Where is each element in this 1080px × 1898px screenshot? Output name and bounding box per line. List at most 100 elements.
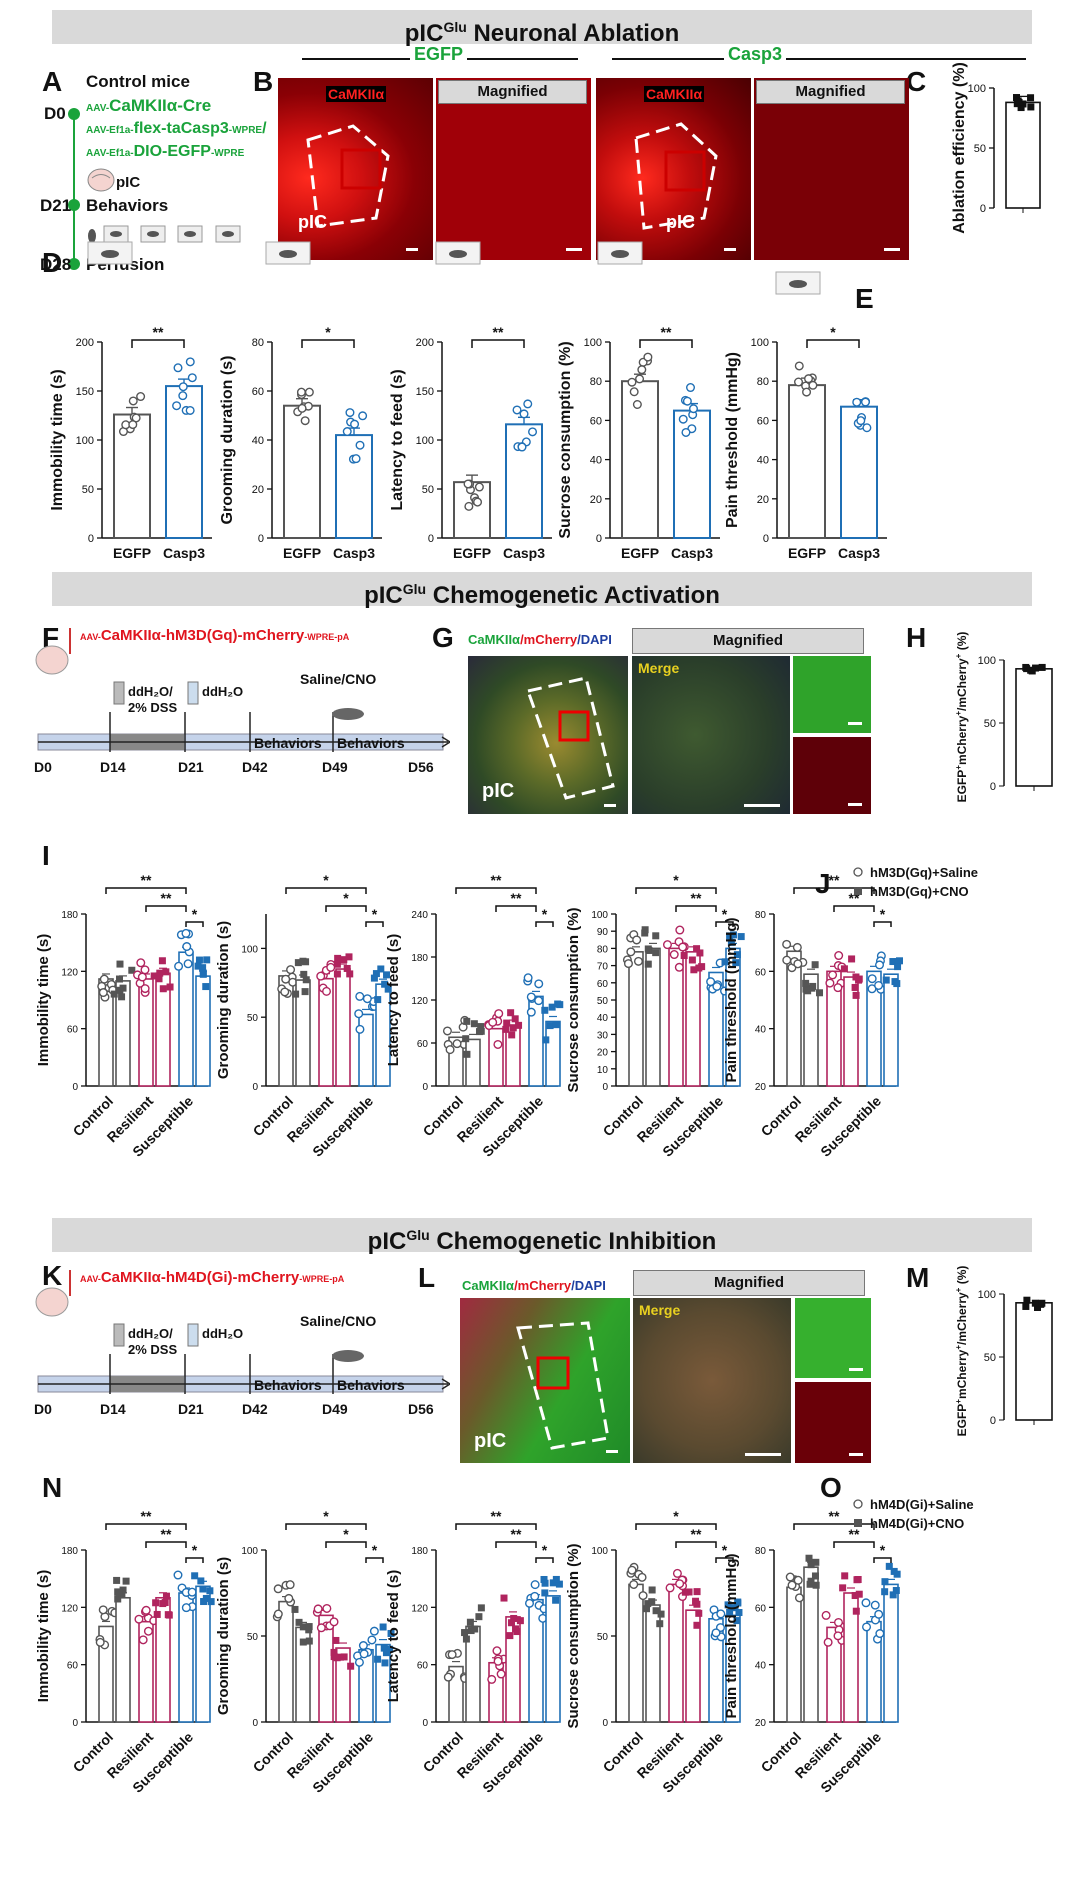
data-point — [370, 974, 378, 982]
data-point — [116, 960, 124, 968]
data-point — [731, 1604, 739, 1612]
data-point — [99, 974, 109, 984]
significance-bracket — [535, 1557, 554, 1563]
significance-label: * — [830, 324, 836, 340]
data-point — [345, 408, 355, 418]
treatment-label: Saline/CNO — [300, 671, 376, 687]
y-tick-label: 40 — [597, 1013, 609, 1024]
data-point — [812, 1581, 820, 1589]
micrograph-overview-G: pIC — [468, 656, 628, 814]
y-tick-label: 150 — [416, 386, 434, 398]
significance-bracket — [325, 1541, 367, 1548]
data-point — [682, 396, 692, 406]
significance-bracket — [639, 339, 693, 348]
data-point — [506, 1632, 514, 1640]
data-point — [732, 959, 740, 967]
significance-label: ** — [141, 1508, 152, 1524]
data-point — [155, 975, 163, 983]
data-point — [825, 978, 835, 988]
y-tick-label: 30 — [597, 1030, 609, 1041]
data-point — [530, 1580, 540, 1590]
data-point — [512, 405, 522, 415]
data-point — [867, 974, 877, 984]
significance-label: ** — [829, 1508, 840, 1524]
data-point — [199, 964, 207, 972]
data-point — [463, 1017, 471, 1025]
data-point — [183, 959, 193, 969]
data-point — [128, 396, 138, 406]
y-tick-label: 60 — [67, 1661, 79, 1672]
section-title-rest: Neuronal Ablation — [466, 20, 680, 47]
label-part: (%) — [955, 632, 969, 654]
y-tick-label: 40 — [755, 1661, 767, 1672]
data-point — [332, 1636, 340, 1644]
data-point — [162, 968, 170, 976]
water-label: ddH₂O/ — [128, 684, 173, 699]
data-point — [507, 1009, 515, 1017]
data-point — [841, 1572, 849, 1580]
y-tick-label: 80 — [252, 337, 264, 349]
y-tick-label: 70 — [597, 962, 609, 973]
y-axis-label: Grooming duration (s) — [215, 1557, 232, 1715]
behavior-icon-1 — [265, 241, 311, 265]
data-point — [851, 1592, 859, 1600]
day-label: D49 — [322, 759, 348, 775]
data-point — [1019, 100, 1027, 108]
virus-name: CaMKIIα-hM3D(Gq)-mCherry — [101, 627, 305, 644]
data-point — [110, 990, 118, 998]
data-point — [333, 960, 341, 968]
data-point — [347, 1662, 355, 1670]
x-tick-label: EGFP — [113, 545, 151, 561]
section-title-sup: Glu — [402, 581, 427, 597]
virus-suffix: -WPRE — [228, 125, 263, 136]
data-point — [633, 956, 643, 966]
panel-letter-N: N — [42, 1472, 63, 1503]
data-point — [833, 1617, 843, 1627]
legend-label: hM3D(Gq)+Saline — [870, 865, 978, 880]
x-tick-label: EGFP — [453, 545, 491, 561]
data-point — [1017, 104, 1025, 112]
behavior-icon-4 — [775, 271, 821, 295]
panelB-egfp-header: EGFP — [410, 44, 468, 65]
significance-bracket — [635, 1523, 717, 1530]
data-point — [372, 970, 380, 978]
micrograph-red-L — [795, 1382, 871, 1463]
y-tick-label: 100 — [584, 337, 602, 349]
data-point — [502, 1025, 510, 1033]
data-point — [493, 1656, 503, 1666]
y-tick-label: 100 — [978, 655, 996, 667]
y-tick-label: 50 — [974, 143, 986, 155]
virus-label: AAV-CaMKIIα-hM3D(Gq)-mCherry-WPRE-pA — [80, 627, 350, 644]
behavior-icon-0 — [87, 241, 133, 265]
section-title-main: pIC — [404, 20, 444, 47]
data-point — [794, 361, 804, 371]
data-point — [517, 442, 527, 452]
bar — [545, 1020, 561, 1087]
virus-label: AAV-CaMKIIα-hM4D(Gi)-mCherry-WPRE-pA — [80, 1269, 345, 1286]
day-label: D56 — [408, 759, 434, 775]
data-point — [447, 1650, 457, 1660]
y-tick-label: 0 — [72, 1718, 78, 1729]
data-point — [1031, 1299, 1039, 1307]
panel-letter-G: G — [432, 622, 454, 653]
casp3-bracket — [612, 58, 1026, 60]
data-point — [834, 951, 844, 961]
y-tick-label: 0 — [422, 1718, 428, 1729]
section-title-sup: Glu — [443, 19, 467, 35]
data-point — [381, 1659, 389, 1667]
data-point — [875, 1629, 885, 1639]
data-point — [173, 1570, 183, 1580]
data-point — [627, 1565, 637, 1575]
data-point — [362, 994, 372, 1004]
data-point — [541, 1006, 549, 1014]
stain-mcherry: /mCherry — [520, 632, 578, 647]
label-part: EGFP — [955, 770, 969, 803]
y-tick-label: 100 — [591, 1546, 608, 1557]
significance-bracket — [145, 1541, 187, 1548]
data-point — [629, 1579, 639, 1589]
y-axis-label: Grooming duration (s) — [219, 356, 236, 525]
data-point — [500, 1594, 508, 1602]
micrograph-overview-L: pIC — [460, 1298, 630, 1463]
bar — [178, 1592, 194, 1723]
